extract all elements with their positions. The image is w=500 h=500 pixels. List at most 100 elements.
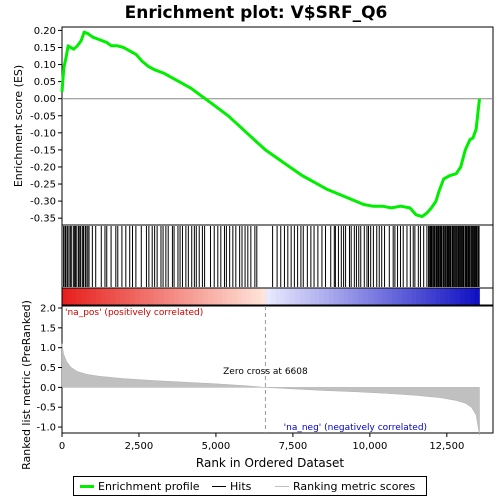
rank-y-tick-label: 0.0 <box>40 383 56 394</box>
gradient-segment <box>115 288 121 305</box>
gradient-segment <box>440 288 446 305</box>
gradient-segment <box>100 288 107 305</box>
legend-hits-label: Hits <box>230 480 252 493</box>
es-y-tick-label: 0.15 <box>34 43 56 54</box>
gradient-segment <box>377 288 383 305</box>
enrichment-profile-line <box>60 30 481 218</box>
gradient-segment <box>469 288 476 305</box>
gradient-segment <box>309 288 315 305</box>
rank-y-tick-label: -0.5 <box>36 403 56 414</box>
es-y-tick-label: -0.20 <box>30 162 56 173</box>
legend-metric-label: Ranking metric scores <box>293 480 416 493</box>
gradient-segment <box>81 288 87 305</box>
gradient-segment <box>222 288 228 305</box>
legend-hits-swatch <box>212 486 226 487</box>
gradient-segment <box>421 288 427 305</box>
gradient-segment <box>197 288 204 305</box>
es-y-tick-label: 0.20 <box>34 26 56 37</box>
gradient-segment <box>62 288 68 305</box>
gradient-segment <box>290 288 296 305</box>
gradient-frame <box>61 287 494 306</box>
ranked-metric-panel: 2.0 1.5 1.0 0.5 0.0 -0.5 -1.0 Zero cross at 66… <box>20 300 494 470</box>
gradient-segment <box>319 288 325 305</box>
ranked-gradient-bar <box>61 287 494 306</box>
gradient-segment <box>265 288 272 305</box>
gradient-segment <box>188 288 194 305</box>
gradient-segment <box>445 288 451 305</box>
gradient-segment <box>333 288 340 305</box>
gradient-segment <box>416 288 422 305</box>
rank-y-axis-label: Ranked list metric (PreRanked) <box>20 300 33 470</box>
gradient-segment <box>358 288 364 305</box>
gradient-segment <box>392 288 398 305</box>
es-y-tick-label: -0.15 <box>30 145 56 156</box>
es-plot-frame <box>61 26 494 226</box>
gradient-segment <box>86 288 92 305</box>
legend-enrichment-swatch <box>80 485 94 488</box>
gradient-segment <box>387 288 393 305</box>
gradient-segment <box>455 288 461 305</box>
gradient-segment <box>183 288 189 305</box>
es-y-tick-label: -0.25 <box>30 180 56 191</box>
es-y-tick-label: 0.00 <box>34 94 56 105</box>
gradient-segment <box>212 288 218 305</box>
gradient-segment <box>367 288 374 305</box>
x-tick-label: 2,500 <box>125 441 154 452</box>
gradient-segment <box>71 288 77 305</box>
gradient-segment <box>382 288 388 305</box>
x-tick-label: 10,000 <box>352 441 387 452</box>
x-tick-label: 0 <box>59 441 65 452</box>
gradient-segment <box>314 288 320 305</box>
gradient-segment <box>362 288 369 305</box>
gradient-segment <box>372 288 378 305</box>
gradient-segment <box>285 288 291 305</box>
es-y-tick-label: -0.10 <box>30 128 56 139</box>
gradient-segment <box>159 288 165 305</box>
rank-y-tick-label: 2.0 <box>40 303 56 314</box>
enrichment-score-panel: 0.20 0.15 0.10 0.05 0.00 -0.05 -0.10 -0.15 -0.20… <box>12 26 494 226</box>
gradient-segment <box>261 288 267 305</box>
gradient-segment <box>129 288 136 305</box>
gradient-segment <box>163 288 170 305</box>
gradient-segment <box>411 288 417 305</box>
gradient-segment <box>435 288 442 305</box>
es-y-tick-label: -0.30 <box>30 197 56 208</box>
gradient-segment <box>217 288 223 305</box>
es-y-tick-label: -0.05 <box>30 111 56 122</box>
legend-metric-swatch <box>275 486 289 487</box>
gradient-segment <box>324 288 330 305</box>
gradient-segment <box>328 288 335 305</box>
gradient-segment <box>95 288 102 305</box>
gradient-segment <box>348 288 354 305</box>
gradient-segment <box>149 288 155 305</box>
gradient-segment <box>426 288 432 305</box>
gradient-segment <box>76 288 82 305</box>
gradient-segment <box>144 288 150 305</box>
chart-legend: Enrichment profile Hits Ranking metric s… <box>73 476 427 496</box>
gradient-segment <box>460 288 466 305</box>
positive-correlation-label: 'na_pos' (positively correlated) <box>65 308 203 318</box>
x-axis-label: Rank in Ordered Dataset <box>196 456 344 470</box>
rank-plot-frame <box>61 305 494 434</box>
x-tick-label: 7,500 <box>279 441 308 452</box>
gradient-segment <box>464 288 471 305</box>
gradient-segment <box>396 288 403 305</box>
gradient-segment <box>227 288 233 305</box>
gradient-segment <box>401 288 408 305</box>
gradient-segment <box>125 288 131 305</box>
gradient-segment <box>256 288 262 305</box>
gradient-segment <box>299 288 306 305</box>
gradient-segment <box>178 288 184 305</box>
gradient-segment <box>207 288 213 305</box>
gradient-segment <box>139 288 145 305</box>
gradient-segment <box>105 288 111 305</box>
gradient-segment <box>343 288 349 305</box>
gradient-segment <box>241 288 247 305</box>
zero-cross-label: Zero cross at 6608 <box>223 367 308 377</box>
gradient-segment <box>294 288 301 305</box>
gradient-segment <box>450 288 456 305</box>
gradient-segment <box>66 288 73 305</box>
ranking-metric-area <box>61 343 480 436</box>
x-tick-label: 12,500 <box>429 441 464 452</box>
